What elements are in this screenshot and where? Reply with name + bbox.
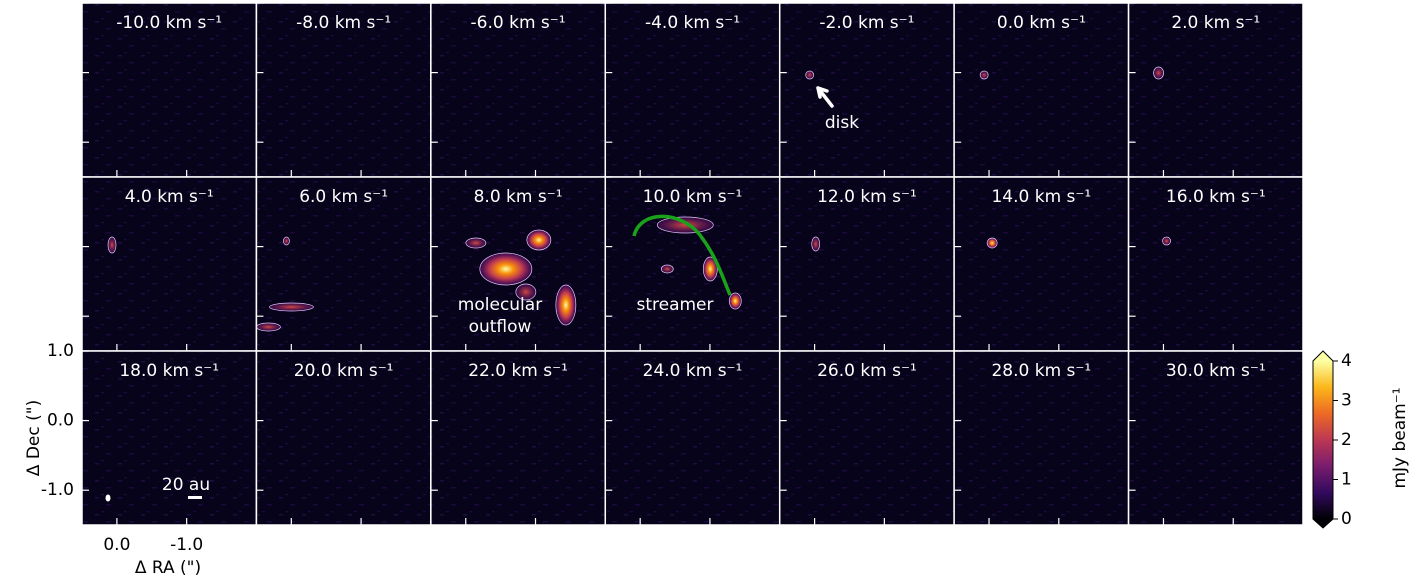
panel-image [954,3,1129,177]
channel-label: 2.0 km s⁻¹ [1171,13,1260,33]
y-axis-label: Δ Dec (") [24,400,44,476]
channel-label: 8.0 km s⁻¹ [474,187,563,207]
colorbar-tick-label: 2 [1341,430,1352,450]
channel-label: 20.0 km s⁻¹ [294,361,394,381]
channel-label: 0.0 km s⁻¹ [997,13,1086,33]
emission [811,236,821,252]
emission [256,322,281,332]
channel-label: 14.0 km s⁻¹ [991,187,1091,207]
emission [526,229,552,251]
emission [1153,66,1164,80]
channel-label: -10.0 km s⁻¹ [116,13,222,33]
annotation: disk [825,113,859,133]
emission [805,70,815,80]
panel-image [605,3,780,177]
emission [1162,236,1171,246]
panel-image [779,3,955,177]
x-tick-label: -1.0 [170,535,203,555]
emission [656,216,714,234]
channel-label: -8.0 km s⁻¹ [296,13,391,33]
panel-image [779,177,955,351]
channel-label: 22.0 km s⁻¹ [468,361,568,381]
channel-label: 16.0 km s⁻¹ [1166,187,1266,207]
emission [702,256,718,282]
emission [979,70,989,80]
emission [555,284,577,326]
x-tick-label: 0.0 [103,535,130,555]
panel-image [82,3,257,177]
panel-frame [1127,350,1304,526]
emission [269,302,314,312]
emission [728,292,742,310]
panel-image [1128,177,1303,351]
colorbar-tick-label: 0 [1341,509,1352,529]
panel-image [430,3,606,177]
channel-label: 10.0 km s⁻¹ [643,187,743,207]
panel-image [256,3,431,177]
colorbar-tick-label: 4 [1341,351,1352,371]
emission [986,237,998,249]
arrow [816,86,834,108]
colorbar-tick-label: 1 [1341,470,1352,490]
panel-image [1128,351,1303,525]
channel-label: 6.0 km s⁻¹ [299,187,388,207]
channel-label: 18.0 km s⁻¹ [119,361,219,381]
annotation: streamer [636,295,713,315]
scale-bar [188,496,202,499]
channel-label: -4.0 km s⁻¹ [645,13,740,33]
beam [105,494,111,502]
panel-image [605,177,780,351]
colorbar-extend [1313,351,1333,361]
channel-label: 24.0 km s⁻¹ [643,361,743,381]
y-tick-label: 0.0 [47,411,74,431]
panel-image [82,177,257,351]
x-axis-label: Δ RA (") [135,558,201,578]
colorbar-label: mJy beam⁻¹ [1390,387,1410,488]
channel-label: -2.0 km s⁻¹ [819,13,914,33]
y-tick-label: 1.0 [47,341,74,361]
panel-image [82,351,257,525]
emission [479,252,533,286]
channel-label: 30.0 km s⁻¹ [1166,361,1266,381]
panel-image [256,351,431,525]
emission [283,236,290,246]
panels: -10.0 km s⁻¹ -8.0 km s⁻¹ -6.0 km s⁻¹ -4.0 k… [41,2,1304,555]
streamer-curve [632,214,732,296]
channel-label: 26.0 km s⁻¹ [817,361,917,381]
scale-label: 20 au [162,475,210,495]
colorbar-extend [1313,519,1333,528]
annotation: outflow [469,317,532,337]
panel-image [256,177,431,351]
colorbar [1313,361,1333,519]
panel-image [605,351,780,525]
annotation: molecular [458,295,542,315]
panel-image [954,177,1129,351]
emission [515,283,537,301]
panel-image [779,351,955,525]
channel-label: 12.0 km s⁻¹ [817,187,917,207]
emission [107,236,117,254]
emission [465,237,487,249]
channel-label: 4.0 km s⁻¹ [125,187,214,207]
panel-image [954,351,1129,525]
channel-label: -6.0 km s⁻¹ [471,13,566,33]
channel-label: 28.0 km s⁻¹ [991,361,1091,381]
panel-image [430,351,606,525]
colorbar-tick-label: 3 [1341,391,1352,411]
panel-image [1128,3,1303,177]
y-tick-label: -1.0 [41,480,74,500]
emission [660,264,674,274]
